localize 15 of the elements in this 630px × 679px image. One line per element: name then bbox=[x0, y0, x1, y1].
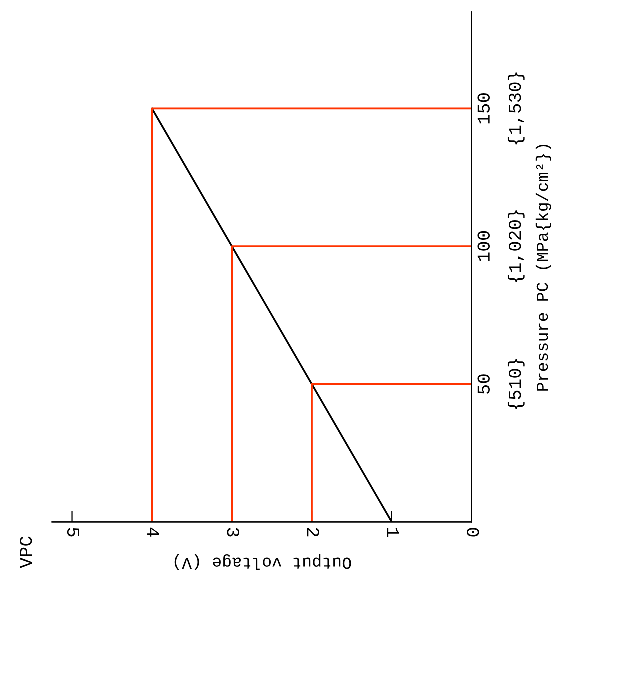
x-tick-label: 5 bbox=[67, 528, 80, 537]
y2-tick-label: {1,530} bbox=[508, 72, 525, 145]
y2-tick-label: {510} bbox=[508, 359, 525, 410]
y2-tick-label: {1,020} bbox=[508, 210, 525, 282]
x-tick-label: 2 bbox=[307, 528, 320, 537]
y-tick-label: 100 bbox=[478, 231, 490, 262]
x-axis-title: Output voltage (V) bbox=[174, 554, 352, 570]
y-tick-label: 150 bbox=[478, 94, 490, 124]
x-tick-label: 4 bbox=[148, 528, 160, 537]
x-tick-label: 0 bbox=[467, 528, 480, 537]
y-tick-label: 50 bbox=[478, 374, 490, 394]
x-tick-label: 1 bbox=[387, 528, 400, 537]
text: VPC bbox=[20, 536, 32, 568]
y2-axis-title: Pressure PC (MPa{kg/cm²}) bbox=[536, 144, 552, 391]
x-tick-label: 3 bbox=[227, 528, 240, 537]
